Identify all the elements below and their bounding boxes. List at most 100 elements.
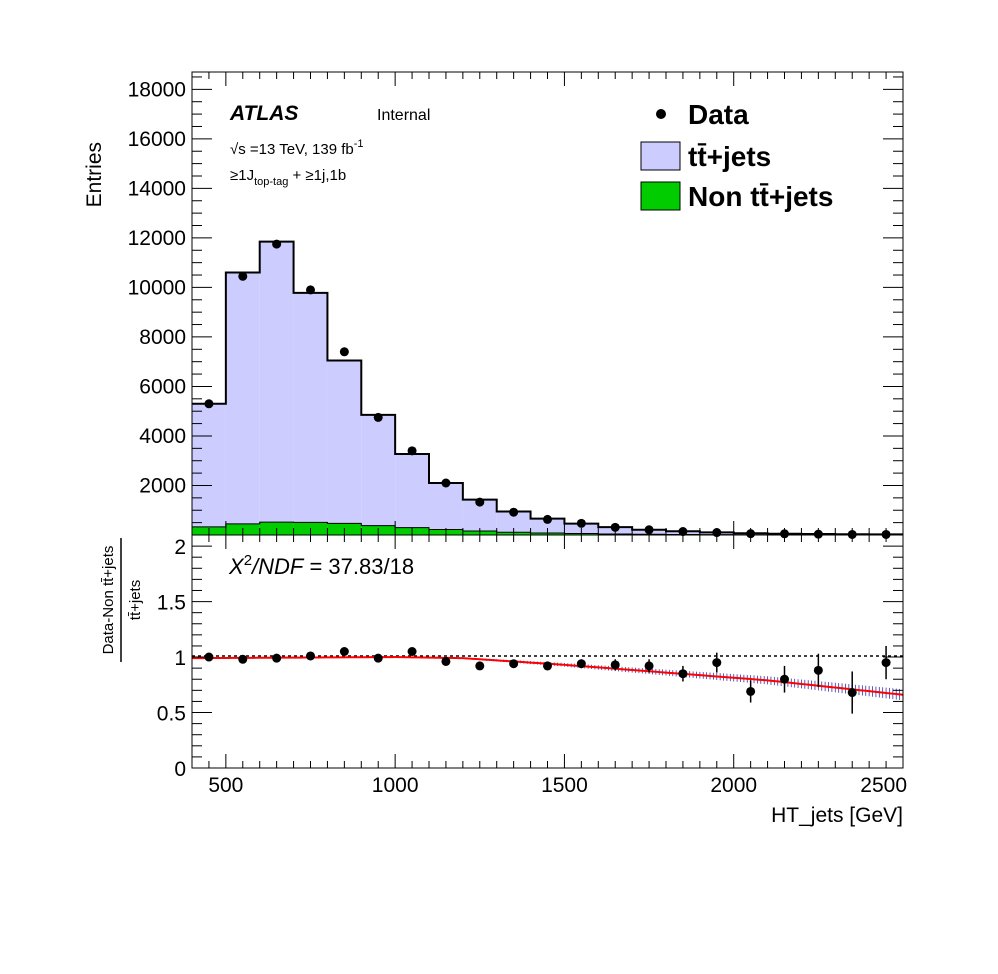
main-y-tick-label: 4000 (139, 425, 186, 448)
main-y-tick-label: 12000 (128, 227, 186, 250)
ratio-point (610, 660, 620, 670)
main-y-tick-label: 16000 (128, 128, 186, 151)
main-y-tick-label: 18000 (128, 78, 186, 101)
ratio-y-tick-label: 0 (174, 758, 186, 781)
ttbar-bar (293, 292, 328, 523)
legend-entry-nonttbar: Non tt̄+jets (688, 181, 833, 212)
ratio-y-label-denominator: tt̄+jets (127, 580, 144, 620)
ratio-y-tick-label: 0.5 (157, 703, 186, 726)
data-point (881, 529, 891, 539)
data-point (373, 412, 383, 422)
ttbar-bar (225, 272, 260, 524)
x-tick-label: 500 (208, 774, 243, 797)
ratio-point (509, 659, 519, 669)
ttbar-bar (192, 403, 226, 527)
ttbar-bar (327, 360, 362, 524)
selection-rest: + ≥1j,1b (288, 167, 346, 184)
main-y-axis-label: Entries (83, 142, 106, 207)
main-y-tick-label: 10000 (128, 276, 186, 299)
ttbar-bar (496, 511, 531, 533)
selection-label: ≥1Jtop-tag + ≥1j,1b (230, 167, 346, 188)
ttbar-bar (361, 414, 396, 526)
ratio-point (543, 661, 552, 671)
x-tick-label: 2000 (710, 774, 757, 797)
data-point (644, 525, 654, 535)
atlas-label: ATLAS (229, 102, 298, 125)
data-point (441, 478, 451, 488)
energy-text: √s =13 TeV, 139 fb (230, 141, 354, 158)
main-y-tick-label: 6000 (139, 375, 186, 398)
selection-subscript: top-tag (254, 176, 288, 188)
legend-ttbar-swatch (640, 141, 681, 171)
chi2-superscript: 2 (244, 552, 252, 569)
x-axis-label: HT_jets [GeV] (771, 804, 903, 827)
x-tick-label: 1000 (372, 774, 419, 797)
x-tick-label: 2500 (860, 774, 907, 797)
data-point (746, 529, 756, 539)
ttbar-bar (259, 241, 294, 523)
ratio-point (238, 654, 248, 664)
energy-label: √s =13 TeV, 139 fb-1 (230, 138, 364, 158)
ratio-point (373, 653, 383, 663)
ratio-point (847, 688, 857, 698)
ttbar-bar (530, 518, 565, 534)
chi2-symbol: X (228, 554, 245, 579)
data-point (339, 347, 349, 357)
data-point (509, 507, 519, 517)
ratio-point (576, 659, 586, 669)
data-point (780, 529, 789, 539)
ratio-points (204, 645, 891, 714)
energy-superscript: -1 (354, 138, 364, 150)
legend-entry-data: Data (688, 99, 749, 130)
chi2-value: = 37.83/18 (303, 554, 414, 579)
ratio-y-tick-label: 1 (174, 647, 186, 670)
ratio-point (475, 661, 485, 671)
ratio-y-axis-label: Data-Non tt̄+jets tt̄+jets (100, 538, 144, 662)
ttbar-bar (395, 454, 429, 528)
main-y-tick-label: 2000 (139, 474, 186, 497)
ratio-point (407, 647, 417, 656)
data-point (678, 527, 688, 537)
legend: Data tt̄+jets Non tt̄+jets (640, 99, 833, 212)
fit-quality-label: X2/NDF = 37.83/18 (228, 552, 414, 579)
ratio-y-label-numerator: Data-Non tt̄+jets (100, 546, 117, 655)
data-point (272, 239, 282, 249)
ratio-point (881, 658, 891, 668)
data-point (543, 514, 552, 524)
ratio-point (644, 661, 654, 671)
chi2-ndf: /NDF (250, 554, 305, 579)
main-y-tick-label: 8000 (139, 326, 186, 349)
ratio-y-tick-label: 1.5 (157, 592, 186, 615)
ratio-point (813, 665, 823, 675)
ratio-point (306, 651, 315, 661)
data-points (204, 239, 891, 539)
data-point (813, 529, 823, 539)
legend-nonttbar-swatch (640, 181, 681, 211)
x-tick-label: 1500 (541, 774, 588, 797)
stack-fills (192, 240, 903, 536)
ratio-point (780, 674, 789, 684)
ratio-point (678, 669, 688, 679)
ttbar-bar (429, 483, 463, 530)
ratio-point (204, 652, 214, 662)
selection-text: ≥1J (230, 167, 254, 184)
legend-entry-ttbar: tt̄+jets (688, 141, 771, 172)
internal-label: Internal (377, 107, 430, 124)
ratio-point (746, 686, 756, 696)
data-point (847, 529, 857, 539)
main-panel: 2000 4000 6000 8000 10000 12000 14000 16000 1800… (83, 71, 904, 539)
data-point (306, 285, 315, 295)
ratio-point (272, 653, 282, 663)
ratio-point (712, 658, 722, 668)
data-point (475, 497, 485, 507)
data-point (576, 518, 586, 528)
ratio-y-tick-label: 2 (174, 536, 186, 559)
data-point (238, 271, 248, 281)
ratio-point (339, 647, 349, 656)
data-point (610, 522, 620, 532)
legend-data-marker (656, 109, 666, 119)
ratio-point (441, 656, 451, 666)
